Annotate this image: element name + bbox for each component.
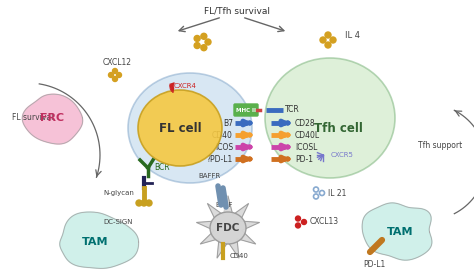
Text: CD40L: CD40L <box>295 130 320 139</box>
Circle shape <box>201 45 207 51</box>
Circle shape <box>109 73 113 78</box>
Circle shape <box>295 223 301 228</box>
Text: PD-L1: PD-L1 <box>363 260 385 269</box>
Circle shape <box>117 73 121 78</box>
Text: ICOS: ICOS <box>215 143 233 151</box>
Circle shape <box>205 39 211 45</box>
FancyBboxPatch shape <box>234 104 258 116</box>
Polygon shape <box>197 196 259 258</box>
Text: TAM: TAM <box>387 227 413 237</box>
Polygon shape <box>362 203 432 260</box>
Text: IL 21: IL 21 <box>328 188 346 197</box>
Text: MHC II: MHC II <box>236 108 256 113</box>
Circle shape <box>295 216 301 221</box>
Text: DC-SIGN: DC-SIGN <box>103 219 133 225</box>
Circle shape <box>146 200 152 206</box>
Ellipse shape <box>265 58 395 178</box>
Text: B7: B7 <box>223 118 233 127</box>
Text: CXCL13: CXCL13 <box>310 218 339 227</box>
Text: CXCR5: CXCR5 <box>331 152 354 158</box>
Text: TCR: TCR <box>285 106 300 115</box>
Circle shape <box>194 43 200 48</box>
Circle shape <box>194 36 200 41</box>
Ellipse shape <box>128 73 252 183</box>
Polygon shape <box>22 94 82 144</box>
Polygon shape <box>60 212 138 269</box>
Circle shape <box>325 42 331 48</box>
Circle shape <box>112 76 118 81</box>
Text: FL survival: FL survival <box>12 113 54 123</box>
Text: BAFF: BAFF <box>215 202 233 208</box>
Text: N-glycan: N-glycan <box>103 190 134 196</box>
Text: BCR: BCR <box>154 164 170 172</box>
Circle shape <box>330 37 336 43</box>
Text: CXCL12: CXCL12 <box>102 58 131 67</box>
Text: FL cell: FL cell <box>159 122 201 134</box>
Text: Tfh cell: Tfh cell <box>314 122 363 134</box>
Text: FDC: FDC <box>216 223 240 233</box>
Text: IL 4: IL 4 <box>345 32 360 41</box>
Circle shape <box>301 220 307 225</box>
Circle shape <box>320 37 326 43</box>
Text: CD40: CD40 <box>212 130 233 139</box>
Text: TAM: TAM <box>82 237 108 247</box>
Ellipse shape <box>138 90 222 166</box>
Text: BAFFR: BAFFR <box>199 173 221 179</box>
Text: CXCR4: CXCR4 <box>174 83 197 89</box>
Circle shape <box>136 200 142 206</box>
Text: FRC: FRC <box>40 113 64 123</box>
Text: PD-1: PD-1 <box>295 155 313 164</box>
Circle shape <box>112 69 118 74</box>
Text: CD40: CD40 <box>230 253 249 259</box>
Text: ?PD-L1: ?PD-L1 <box>207 155 233 164</box>
Text: Tfh support: Tfh support <box>418 141 462 150</box>
Circle shape <box>141 200 147 206</box>
Text: FL/Tfh survival: FL/Tfh survival <box>204 7 270 16</box>
Circle shape <box>201 33 207 39</box>
Ellipse shape <box>210 212 246 244</box>
Circle shape <box>325 32 331 38</box>
Text: CD28: CD28 <box>295 118 316 127</box>
Text: ICOSL: ICOSL <box>295 143 318 151</box>
